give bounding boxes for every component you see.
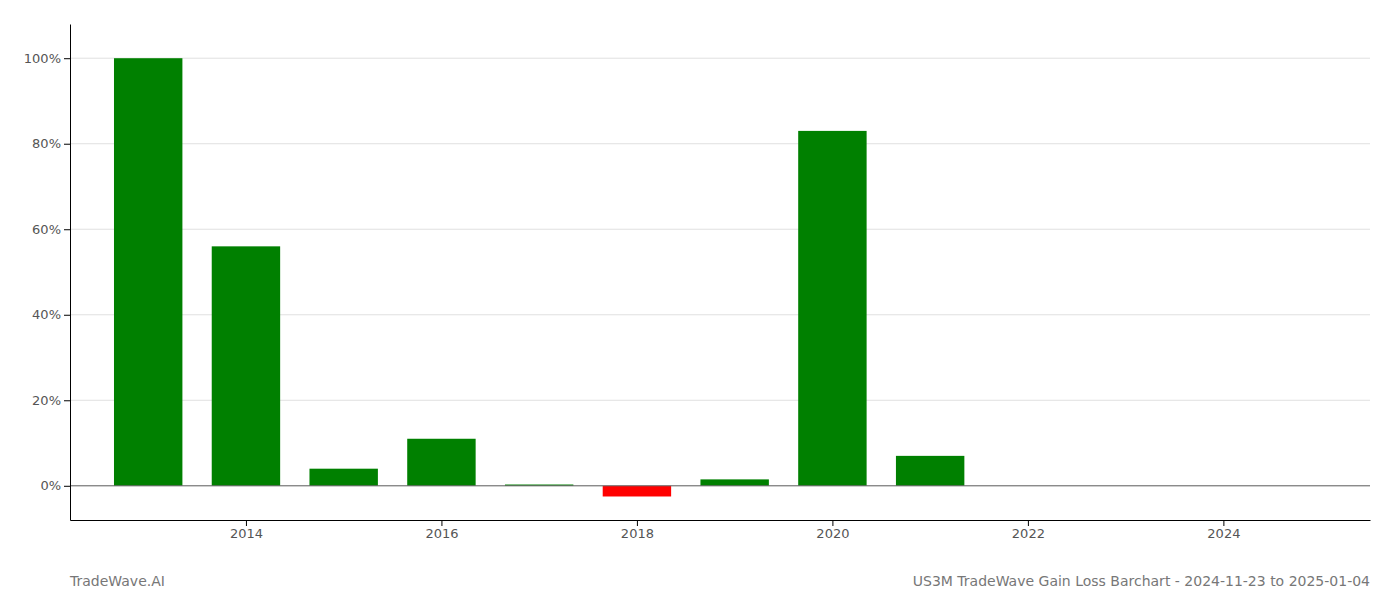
chart: 0%20%40%60%80%100%2014201620182020202220… xyxy=(0,0,1400,600)
y-tick-mark xyxy=(64,144,70,145)
y-tick: 60% xyxy=(32,222,70,237)
y-tick-label: 80% xyxy=(32,136,61,151)
bar xyxy=(700,479,768,485)
x-axis-line xyxy=(71,520,1371,521)
x-tick: 2020 xyxy=(816,520,849,541)
y-tick-mark xyxy=(64,58,70,59)
bar xyxy=(603,486,671,497)
x-tick-label: 2022 xyxy=(1012,526,1045,541)
y-tick-mark xyxy=(64,315,70,316)
x-tick-mark xyxy=(1223,520,1224,526)
grid-line xyxy=(70,58,1370,59)
x-axis: 2014 2016 2018 2020 2022 2024 xyxy=(71,520,1371,541)
bar xyxy=(798,131,866,486)
bars xyxy=(114,58,964,496)
y-tick: 80% xyxy=(32,136,70,151)
y-tick-mark xyxy=(64,486,70,487)
y-tick: 40% xyxy=(32,307,70,322)
bar xyxy=(309,469,377,486)
bar xyxy=(212,246,280,485)
y-axis: 0% 20% 40% 60% 80% 100% xyxy=(24,25,71,521)
y-tick: 0% xyxy=(40,478,70,493)
grid-line xyxy=(70,143,1370,144)
x-tick-label: 2024 xyxy=(1207,526,1240,541)
x-tick-label: 2016 xyxy=(425,526,458,541)
y-tick-label: 40% xyxy=(32,307,61,322)
x-tick-mark xyxy=(1028,520,1029,526)
y-axis-line xyxy=(70,25,71,521)
x-tick: 2022 xyxy=(1012,520,1045,541)
x-tick: 2018 xyxy=(621,520,654,541)
x-tick-label: 2020 xyxy=(816,526,849,541)
x-tick-label: 2018 xyxy=(621,526,654,541)
y-tick: 100% xyxy=(24,51,70,66)
y-tick: 20% xyxy=(32,393,70,408)
x-tick-mark xyxy=(246,520,247,526)
x-tick-label: 2014 xyxy=(230,526,263,541)
x-tick: 2016 xyxy=(425,520,458,541)
y-tick-mark xyxy=(64,400,70,401)
annotation: TradeWave.AI xyxy=(69,573,165,589)
y-tick-label: 60% xyxy=(32,222,61,237)
x-tick-mark xyxy=(441,520,442,526)
grid-line xyxy=(70,229,1370,230)
x-tick: 2014 xyxy=(230,520,263,541)
x-tick-mark xyxy=(832,520,833,526)
title: US3M TradeWave Gain Loss Barchart - 2024… xyxy=(913,573,1370,589)
plot: 0%20%40%60%80%100%2014201620182020202220… xyxy=(24,25,1371,542)
y-tick-label: 100% xyxy=(24,51,61,66)
y-tick-label: 0% xyxy=(40,478,61,493)
x-tick: 2024 xyxy=(1207,520,1240,541)
bar xyxy=(114,58,182,486)
x-tick-mark xyxy=(637,520,638,526)
grid xyxy=(70,58,1370,486)
zero-line xyxy=(70,485,1370,486)
y-tick-mark xyxy=(64,229,70,230)
bar xyxy=(407,439,475,486)
grid-line xyxy=(70,485,1370,486)
y-tick-label: 20% xyxy=(32,393,61,408)
bar xyxy=(896,456,964,486)
